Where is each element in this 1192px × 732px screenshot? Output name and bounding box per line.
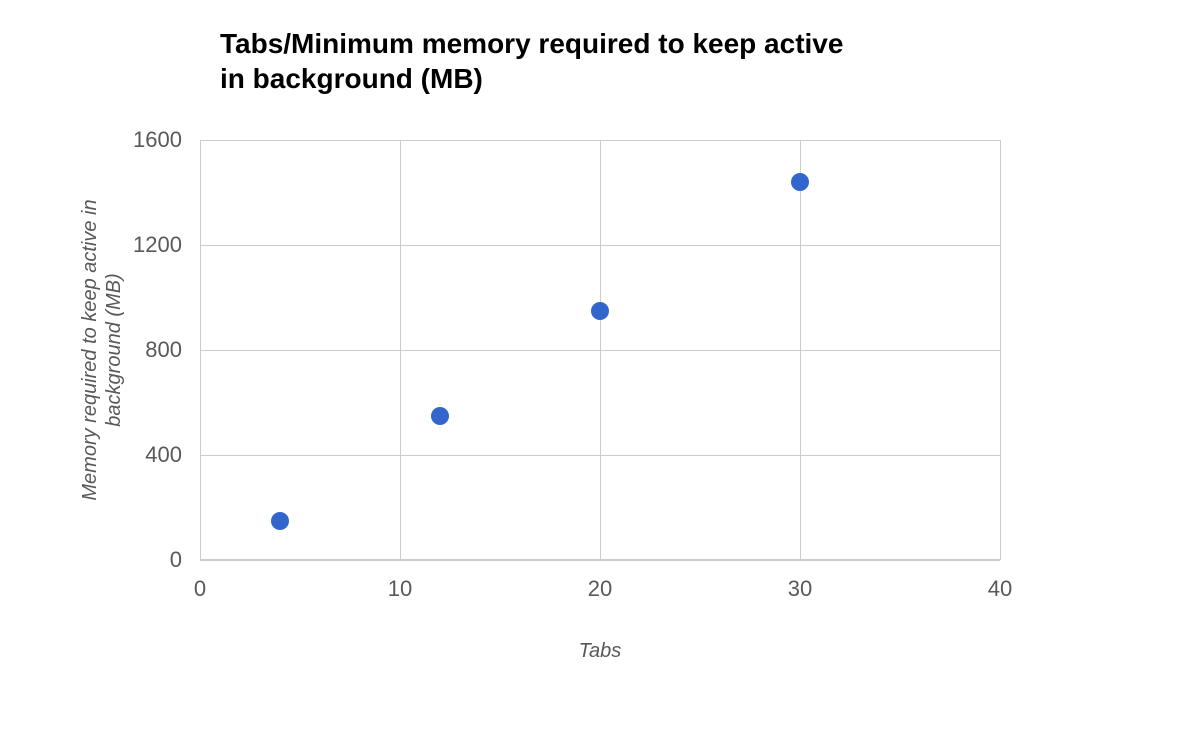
x-tick-label: 10: [370, 576, 430, 602]
y-tick-label: 400: [122, 442, 182, 468]
gridline-vertical: [1000, 140, 1001, 560]
chart-container: Tabs/Minimum memory required to keep act…: [0, 0, 1192, 732]
x-tick-label: 30: [770, 576, 830, 602]
chart-title: Tabs/Minimum memory required to keep act…: [220, 26, 980, 96]
y-tick-label: 0: [122, 547, 182, 573]
data-point: [791, 173, 809, 191]
x-axis-label: Tabs: [500, 640, 700, 663]
gridline-horizontal: [200, 245, 1000, 246]
x-tick-label: 0: [170, 576, 230, 602]
data-point: [271, 512, 289, 530]
gridline-horizontal: [200, 560, 1000, 561]
y-axis-label: Memory required to keep active in backgr…: [78, 140, 126, 560]
x-tick-label: 20: [570, 576, 630, 602]
data-point: [591, 302, 609, 320]
y-tick-label: 1200: [122, 232, 182, 258]
gridline-horizontal: [200, 140, 1000, 141]
y-axis-line: [200, 140, 201, 560]
x-tick-label: 40: [970, 576, 1030, 602]
x-axis-line: [200, 559, 1000, 560]
gridline-horizontal: [200, 455, 1000, 456]
plot-area: [200, 140, 1000, 560]
y-tick-label: 800: [122, 337, 182, 363]
data-point: [431, 407, 449, 425]
y-tick-label: 1600: [122, 127, 182, 153]
gridline-horizontal: [200, 350, 1000, 351]
